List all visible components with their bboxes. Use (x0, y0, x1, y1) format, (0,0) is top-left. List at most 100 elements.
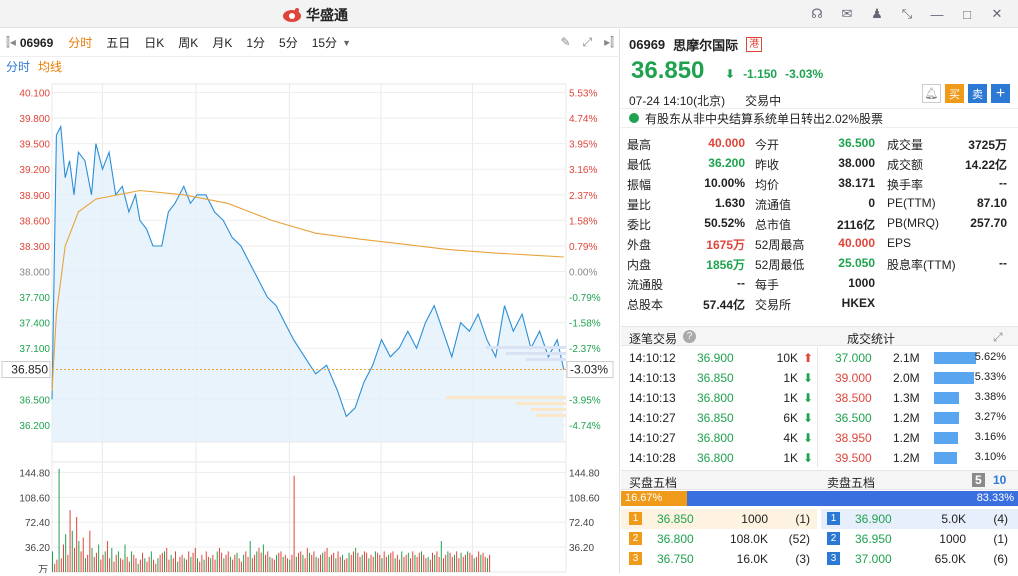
volume-bar (469, 552, 471, 572)
volume-bar (436, 551, 438, 572)
period-tab[interactable]: 周K (178, 36, 199, 50)
volume-bar (100, 559, 102, 572)
volume-bar (348, 552, 350, 572)
trade-row: 14:10:27 36.850 6K ⬇ 36.500 1.2M 3.27% (621, 408, 1018, 428)
volume-bar (102, 554, 104, 572)
volume-bar (368, 558, 370, 572)
chevron-down-icon[interactable]: ▼ (342, 37, 351, 48)
volume-bar (128, 561, 130, 572)
stat-label: 总市值 (755, 218, 792, 232)
volume-bar (311, 554, 313, 572)
volume-bar (91, 547, 93, 572)
depth-10-button[interactable]: 10 (993, 473, 1007, 487)
volume-bar (322, 552, 324, 572)
stat-bar (934, 352, 976, 364)
mail-icon[interactable]: ✉ (841, 6, 853, 21)
period-tab[interactable]: 日K (144, 36, 165, 50)
stat-label: 量比 (627, 198, 652, 212)
volume-bar (313, 551, 315, 572)
stats-row: 内盘 1856万 52周最低 25.050 股息率(TTM) -- (621, 253, 1018, 273)
tab-average[interactable]: 均线 (38, 60, 63, 74)
y-tick-label: 39.800 (19, 114, 50, 125)
volume-bar (412, 551, 414, 572)
period-tab[interactable]: 分时 (68, 36, 93, 50)
sell-button[interactable]: 卖 (968, 84, 987, 103)
panel-toggle-icon[interactable]: ⫿◂ (6, 35, 16, 49)
orderbook-header: 买盘五档 卖盘五档 5 10 (621, 470, 1018, 490)
current-pct-box (566, 361, 614, 379)
volume-bar (390, 552, 392, 572)
period-tab[interactable]: 15分 (311, 36, 338, 50)
help-icon[interactable]: ? (683, 330, 696, 343)
headset-icon[interactable]: ☊ (811, 6, 823, 21)
stat-label: 52周最高 (755, 238, 805, 252)
volume-bar (282, 556, 284, 572)
trade-price: 36.850 (697, 371, 734, 385)
volume-bar (401, 551, 403, 572)
trades-header: 逐笔交易 ? 成交统计 ⤢ (621, 326, 1018, 346)
pct-tick-label: 5.53% (569, 89, 597, 100)
bid-volume: 16.0K (736, 552, 768, 566)
volume-bar (117, 551, 119, 572)
buy-button[interactable]: 买 (945, 84, 964, 103)
volume-bar (218, 547, 220, 572)
period-tab[interactable]: 5分 (279, 36, 298, 50)
volume-bar (462, 556, 464, 572)
sidebar-toggle-icon[interactable]: ▸⫿ (604, 35, 614, 49)
expand-icon[interactable]: ⤢ (582, 35, 593, 49)
volume-bar (106, 541, 108, 572)
volume-bar (306, 547, 308, 572)
volume-bar (185, 559, 187, 572)
stat-pct: 5.33% (974, 371, 1006, 383)
period-tab[interactable]: 1分 (246, 36, 266, 50)
notice-bar[interactable]: 有股东从非中央结算系统单日转出2.02%股票 (621, 108, 1018, 128)
trade-volume: 4K (783, 431, 798, 445)
volume-bar (377, 552, 379, 572)
stat-label: 外盘 (627, 238, 652, 252)
pct-tick-label: 4.74% (569, 114, 597, 125)
stat-value: -- (999, 176, 1007, 190)
trade-price: 36.800 (697, 451, 734, 465)
volume-bar (482, 552, 484, 572)
volume-bar (284, 554, 286, 572)
volume-bar (309, 552, 310, 572)
current-pct-label: -3.03% (570, 363, 608, 377)
volume-bar (71, 530, 73, 572)
volume-bar (418, 552, 420, 572)
volume-bar (249, 541, 251, 572)
pct-tick-label: -0.79% (569, 293, 601, 304)
volume-bar (295, 556, 297, 572)
volume-bar (328, 556, 330, 572)
volume-bar (251, 558, 253, 572)
maximize-icon[interactable]: □ (963, 6, 971, 22)
market-status: 交易中 (745, 94, 782, 108)
volume-bar (60, 558, 62, 572)
collapse-icon[interactable]: ⤡ (901, 6, 913, 21)
volume-bar (126, 556, 128, 572)
volume-bar (319, 554, 321, 572)
stat-value: 25.050 (838, 256, 875, 270)
tab-intraday[interactable]: 分时 (6, 60, 31, 74)
shirt-icon[interactable]: ♟ (871, 6, 883, 21)
close-icon[interactable]: ✕ (991, 6, 1003, 21)
bell-icon[interactable]: 🔔︎ (922, 84, 941, 103)
stat-price: 39.000 (835, 371, 872, 385)
volume-bar (93, 556, 95, 572)
minimize-icon[interactable]: — (930, 6, 944, 22)
period-tab[interactable]: 月K (212, 36, 233, 50)
add-watchlist-button[interactable]: + (991, 84, 1010, 103)
volume-bar (65, 534, 67, 572)
period-tab[interactable]: 五日 (106, 36, 131, 50)
depth-5-button[interactable]: 5 (972, 473, 985, 487)
pencil-icon[interactable]: ✎ (560, 35, 571, 49)
stat-volume: 1.2M (893, 431, 920, 445)
volume-bar (416, 556, 418, 572)
volume-bar (449, 552, 451, 572)
volume-bar (221, 552, 223, 572)
volume-bar (486, 558, 488, 572)
expand-icon[interactable]: ⤢ (993, 330, 1003, 344)
stat-value: 87.10 (976, 196, 1007, 210)
volume-bar (199, 561, 201, 572)
bid-price: 36.850 (657, 512, 694, 526)
volume-bar (333, 552, 335, 572)
